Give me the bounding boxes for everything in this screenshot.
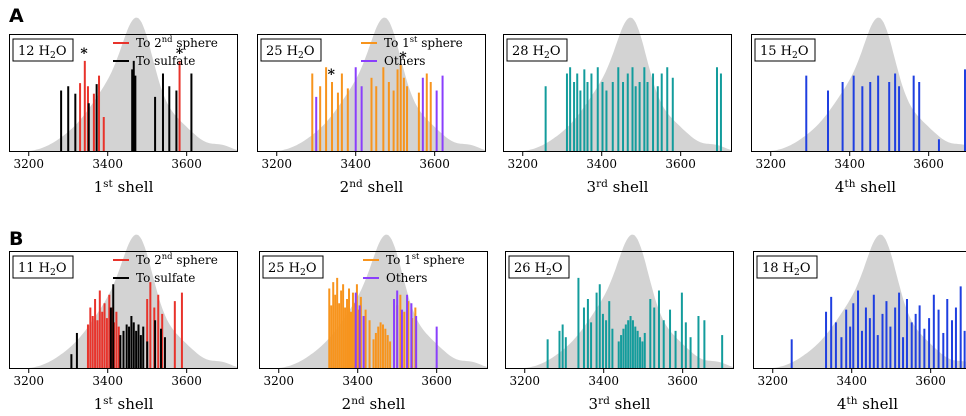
x-axis-label: 4th shell [835,178,896,196]
row-label-b: B [9,228,24,250]
water-count-box [754,38,816,62]
background-distribution [9,234,238,369]
legend-label: To 2nd sphere [136,251,218,267]
tick-label: 3400 [836,374,867,388]
tick-label: 3600 [915,374,946,388]
background-distribution [751,17,966,152]
legend-label: To 2nd sphere [136,34,218,50]
x-axis-label: 1st shell [94,178,154,196]
water-count-box [756,255,818,279]
tick-label: 3200 [507,157,538,171]
significance-star: * [328,67,336,83]
water-count-label: 11 H2O [18,261,66,278]
tick-label: 3200 [509,374,540,388]
chart-panel-b1: 3200 3400 3600 1st shell 11 H2O To 2nd sphere… [9,234,238,413]
tick-label: 3200 [13,157,44,171]
tick-label: 3600 [667,374,698,388]
plot-frame [751,34,966,152]
x-axis-label: 3rd shell [589,395,651,413]
plot-frame [9,34,238,152]
legend-label: To sulfate [136,54,195,68]
background-distribution [9,17,238,152]
water-count-box [506,38,568,62]
plot-frame [259,251,488,369]
chart-panel-a1: * * 3200 3400 3600 1st shell 12 H2O To 2nd sphe… [9,17,238,196]
legend-label: To 1st sphere [384,34,463,50]
legend-label: To 1st sphere [386,251,465,267]
tick-label: 3200 [757,374,788,388]
water-count-label: 25 H2O [266,44,314,61]
tick-label: 3400 [586,157,617,171]
tick-label: 3400 [92,157,123,171]
tick-label: 3600 [171,374,202,388]
x-axis-label: 4th shell [837,395,898,413]
x-axis-label: 2nd shell [340,178,404,196]
tick-label: 3600 [665,157,696,171]
tick-label: 3200 [263,374,294,388]
water-count-box [262,255,324,279]
tick-label: 3600 [171,157,202,171]
x-axis-label: 2nd shell [342,395,406,413]
legend-label: Others [384,54,425,68]
chart-panel-a3: 3200 3400 3600 3rd shell 28 H2O [503,17,732,196]
background-distribution [259,234,488,369]
tick-label: 3400 [92,374,123,388]
chart-panel-b3: 3200 3400 3600 3rd shell 26 H2O [505,234,734,413]
tick-label: 3400 [342,374,373,388]
water-count-box [12,38,74,62]
plot-frame [9,251,238,369]
significance-star: * [80,46,88,62]
plot-frame [257,34,486,152]
water-count-box [12,255,74,279]
water-count-label: 28 H2O [512,44,560,61]
chart-panel-b2: 3200 3400 3600 2nd shell 25 H2O To 1st sphere… [259,234,488,413]
water-count-label: 25 H2O [268,261,316,278]
significance-star: * [176,46,184,62]
tick-label: 3600 [419,157,450,171]
background-distribution [753,234,966,369]
water-count-label: 15 H2O [760,44,808,61]
legend-label: Others [386,271,427,285]
legend-label: To sulfate [136,271,195,285]
water-count-label: 26 H2O [514,261,562,278]
plot-frame [503,34,732,152]
x-axis-label: 1st shell [94,395,154,413]
tick-label: 3200 [261,157,292,171]
tick-label: 3600 [421,374,452,388]
chart-panel-b4: 3200 3400 3600 4th shell 18 H2O [753,234,966,413]
plot-frame [505,251,734,369]
tick-label: 3400 [834,157,865,171]
tick-label: 3400 [588,374,619,388]
water-count-box [508,255,570,279]
tick-label: 3200 [755,157,786,171]
background-distribution [505,234,734,369]
row-label-a: A [9,5,24,27]
plot-frame [753,251,966,369]
water-count-label: 18 H2O [762,261,810,278]
significance-star: * [399,50,407,66]
chart-panel-a2: * * 3200 3400 3600 2nd shell 25 H2O To 1st sphe… [257,17,486,196]
tick-label: 3400 [340,157,371,171]
tick-label: 3200 [13,374,44,388]
x-axis-label: 3rd shell [587,178,649,196]
water-count-box [260,38,322,62]
tick-label: 3600 [913,157,944,171]
chart-panel-a4: 3200 3400 3600 4th shell 15 H2O [751,17,966,196]
water-count-label: 12 H2O [18,44,66,61]
